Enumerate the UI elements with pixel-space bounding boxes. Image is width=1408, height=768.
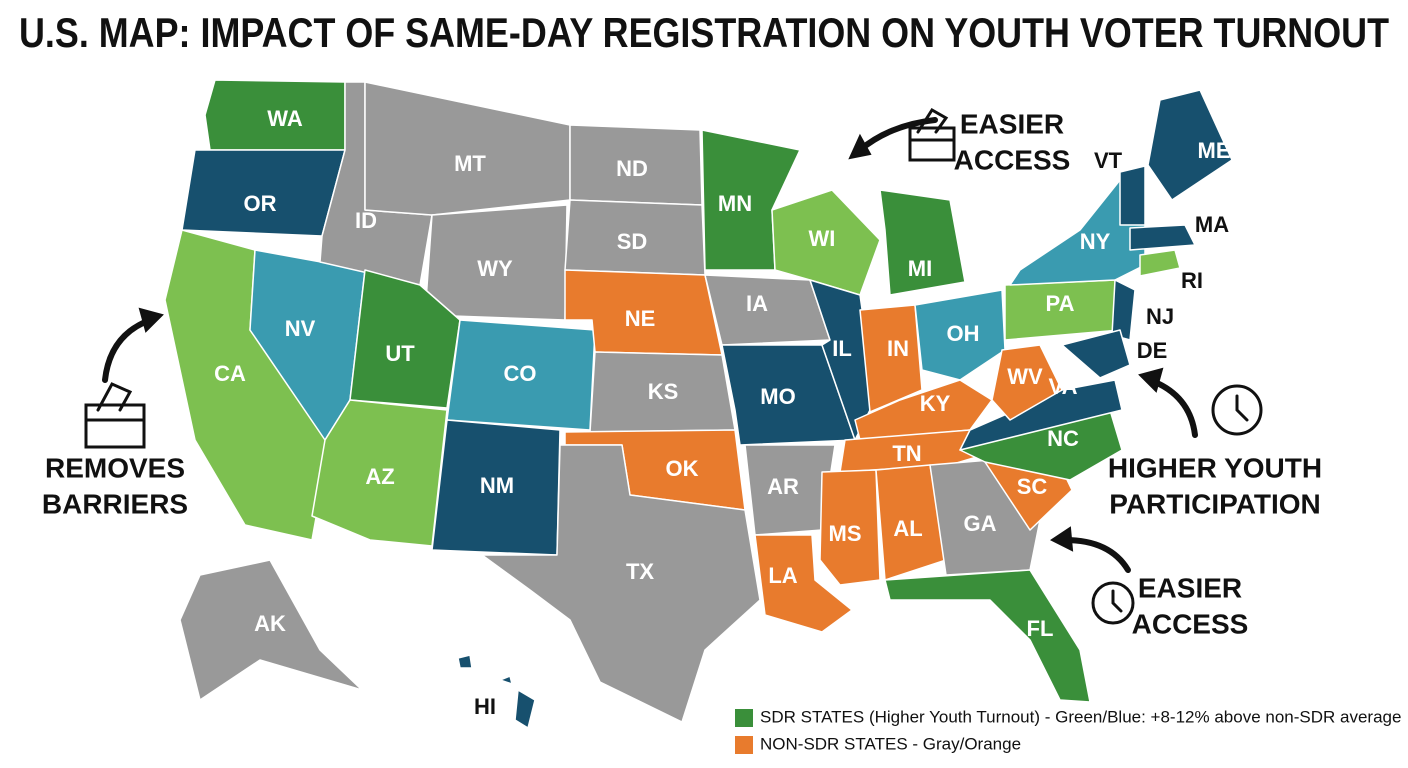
- state-label: UT: [385, 341, 415, 366]
- arrow-head: [848, 133, 872, 160]
- legend-label: NON-SDR STATES - Gray/Orange: [760, 734, 1021, 753]
- state-label: MT: [454, 151, 486, 176]
- annotation: ACCESS: [954, 144, 1071, 175]
- states: [164, 79, 1233, 729]
- state: [1111, 279, 1136, 341]
- ballot-icon: [908, 107, 956, 162]
- state-label: NV: [285, 316, 316, 341]
- state: [1119, 165, 1146, 226]
- annotations: EASIER ACCESS REMOVES BARRIERS HIGHER YOUTH P…: [42, 108, 1322, 639]
- state-label: CA: [214, 361, 246, 386]
- state-label: MA: [1195, 212, 1229, 237]
- clock-icon: [1211, 384, 1263, 436]
- state-label: WA: [267, 106, 303, 131]
- state: [819, 469, 881, 586]
- annotation: BARRIERS: [42, 488, 188, 519]
- state: [754, 534, 853, 633]
- ballot-icon: [84, 382, 146, 449]
- state: [991, 344, 1063, 421]
- state-label: MI: [908, 256, 932, 281]
- state-label: OK: [666, 456, 699, 481]
- state-label: IL: [832, 336, 852, 361]
- annotation: REMOVES: [45, 452, 185, 483]
- state-labels: WA OR CA NV ID MT WY UT CO AZ NM ND SD NE KS OK TX MN IA MO…: [214, 106, 1230, 719]
- state: [481, 444, 761, 723]
- state-label: KS: [648, 379, 679, 404]
- state-label: GA: [964, 511, 997, 536]
- state-label: TN: [892, 441, 921, 466]
- state-label: AL: [893, 516, 922, 541]
- state-label: AR: [767, 474, 799, 499]
- state: [1139, 249, 1181, 277]
- state-label: HI: [474, 694, 496, 719]
- arrow-head: [138, 307, 164, 333]
- state-label: ME: [1198, 138, 1231, 163]
- state-label: FL: [1027, 616, 1054, 641]
- state: [879, 189, 966, 296]
- state-label: WV: [1007, 364, 1043, 389]
- state: [1147, 89, 1233, 201]
- state-label: ND: [616, 156, 648, 181]
- state-label: ID: [355, 208, 377, 233]
- state-label: WY: [477, 256, 513, 281]
- state: [179, 559, 363, 701]
- annotation: PARTICIPATION: [1109, 488, 1321, 519]
- annotation: ACCESS: [1132, 608, 1249, 639]
- state-label: NY: [1080, 229, 1111, 254]
- state-label: LA: [768, 563, 797, 588]
- state: [1061, 329, 1131, 379]
- state-label: NM: [480, 473, 514, 498]
- state-label: NC: [1047, 426, 1079, 451]
- state-label: KY: [920, 391, 951, 416]
- legend-swatch: [735, 736, 753, 754]
- state: [1129, 224, 1196, 251]
- state: [721, 344, 856, 446]
- clock-icon: [1091, 581, 1135, 625]
- state-label: MN: [718, 191, 752, 216]
- state-label: MO: [760, 384, 795, 409]
- state-label: IN: [887, 336, 909, 361]
- legend: SDR STATES (Higher Youth Turnout) - Gree…: [735, 707, 1401, 754]
- state-label: VT: [1094, 148, 1123, 173]
- arrow: [102, 317, 153, 383]
- state-label: NE: [625, 306, 656, 331]
- state-label: MS: [829, 521, 862, 546]
- arrow-head: [1138, 367, 1164, 393]
- state-label: AZ: [365, 464, 394, 489]
- state: [349, 269, 461, 409]
- legend-label: SDR STATES (Higher Youth Turnout) - Gree…: [760, 707, 1401, 726]
- state-label: DE: [1137, 338, 1168, 363]
- state: [364, 81, 571, 216]
- decorations: [84, 107, 1263, 625]
- state-label: IA: [746, 291, 768, 316]
- state-label: AK: [254, 611, 286, 636]
- state-label: NJ: [1146, 304, 1174, 329]
- title: U.S. MAP: IMPACT OF SAME-DAY REGISTRATIO…: [19, 9, 1389, 56]
- annotation: HIGHER YOUTH: [1108, 452, 1322, 483]
- state-label: SC: [1017, 474, 1048, 499]
- state-label: OR: [244, 191, 277, 216]
- state-label: PA: [1046, 291, 1075, 316]
- state-label: SD: [617, 229, 648, 254]
- state: [884, 569, 1091, 703]
- state: [311, 399, 448, 547]
- state: [914, 289, 1006, 381]
- state-label: OH: [947, 321, 980, 346]
- state-label: TX: [626, 559, 654, 584]
- arrow-head: [1050, 526, 1074, 552]
- state: [457, 654, 536, 729]
- state: [859, 304, 923, 413]
- state-label: CO: [504, 361, 537, 386]
- state-label: WI: [809, 226, 836, 251]
- state-label: RI: [1181, 268, 1203, 293]
- annotation: EASIER: [960, 108, 1064, 139]
- legend-swatch: [735, 709, 753, 727]
- annotation: EASIER: [1138, 572, 1242, 603]
- state-label: VA: [1049, 374, 1078, 399]
- arrow: [1062, 537, 1131, 573]
